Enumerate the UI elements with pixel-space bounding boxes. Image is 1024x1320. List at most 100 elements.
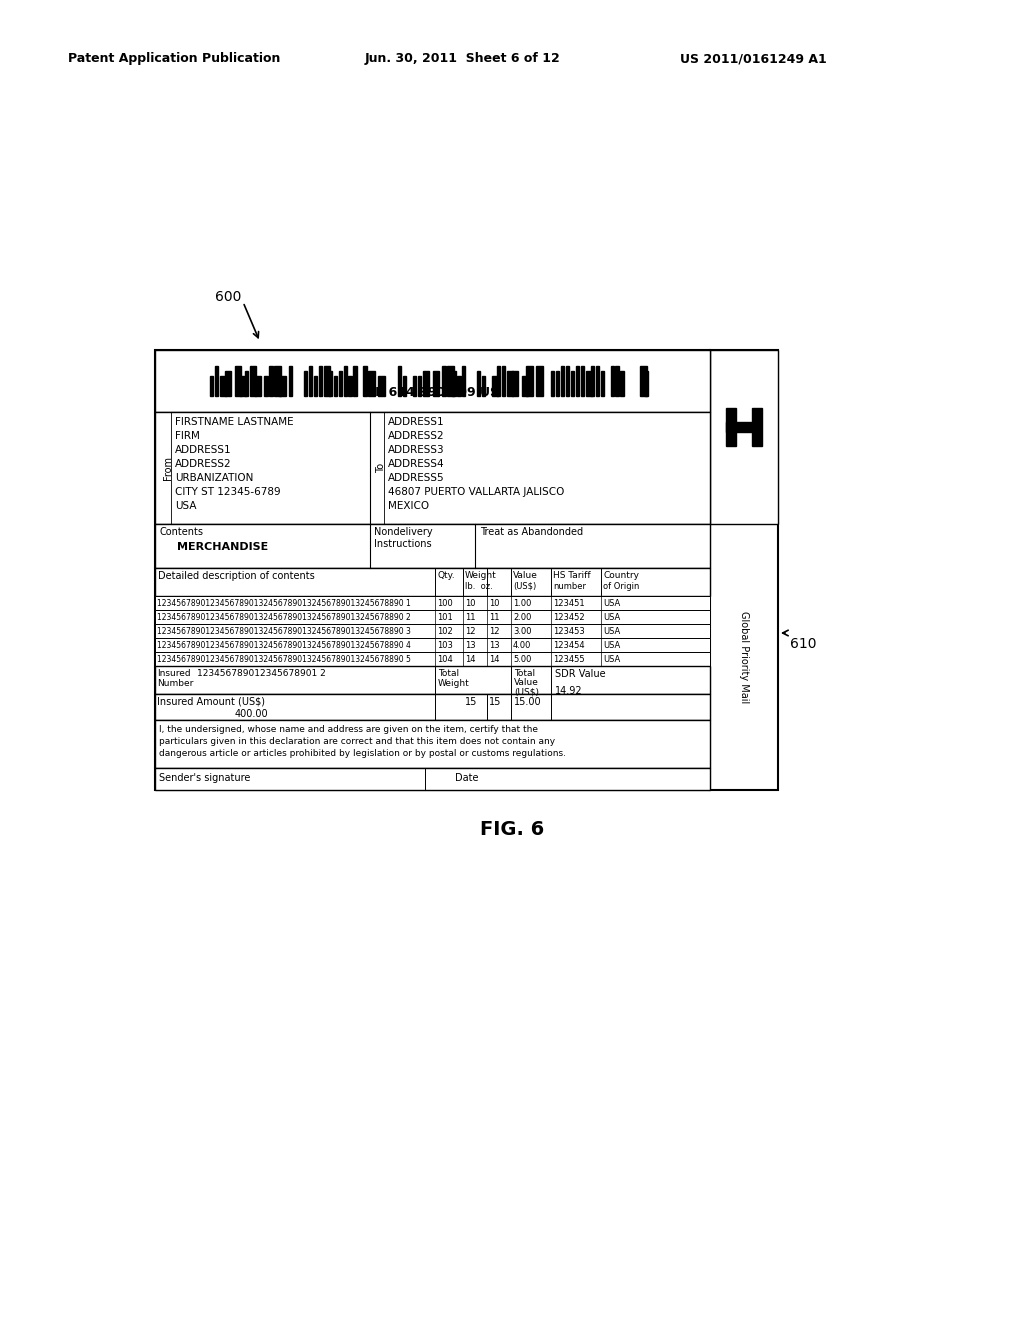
Text: From: From (163, 455, 173, 480)
Bar (155, 412, 710, 524)
Text: ADDRESS1: ADDRESS1 (175, 445, 231, 455)
Text: USA: USA (603, 612, 621, 622)
Text: ADDRESS5: ADDRESS5 (388, 473, 444, 483)
Bar (369, 371, 375, 396)
Bar (621, 371, 624, 396)
Bar (269, 366, 272, 396)
Text: US 2011/0161249 A1: US 2011/0161249 A1 (680, 51, 826, 65)
Text: Nondelivery: Nondelivery (374, 527, 432, 537)
Bar (561, 366, 564, 396)
Bar (324, 366, 331, 396)
Bar (432, 371, 439, 396)
Text: 5.00: 5.00 (513, 655, 531, 664)
Text: CITY ST 12345-6789: CITY ST 12345-6789 (175, 487, 281, 498)
Text: 123455: 123455 (553, 655, 585, 664)
Text: 123456789012345678901324567890132456789013245678890 2: 1234567890123456789013245678901324567890… (157, 612, 411, 622)
Bar (462, 366, 466, 396)
Bar (571, 371, 574, 396)
Text: Insured Amount (US$): Insured Amount (US$) (157, 697, 265, 708)
Bar (155, 610, 710, 624)
Bar (418, 376, 421, 396)
Text: 123454: 123454 (553, 642, 585, 649)
Bar (255, 376, 261, 396)
Bar (313, 376, 317, 396)
Text: 123453: 123453 (553, 627, 585, 636)
Bar (453, 371, 456, 396)
Bar (458, 376, 461, 396)
Text: 1.00: 1.00 (513, 599, 531, 609)
Bar (556, 371, 559, 396)
Bar (591, 366, 594, 396)
Text: USA: USA (603, 627, 621, 636)
Text: 12: 12 (465, 627, 475, 636)
Bar (334, 376, 337, 396)
Text: 123451: 123451 (553, 599, 585, 609)
Bar (378, 376, 385, 396)
Bar (155, 597, 710, 610)
Bar (442, 366, 445, 396)
Text: USA: USA (175, 502, 197, 511)
Bar (250, 366, 256, 396)
Bar (245, 371, 248, 396)
Text: 13: 13 (465, 642, 475, 649)
Bar (240, 376, 246, 396)
Text: (US$): (US$) (513, 582, 537, 591)
Text: FIG. 6: FIG. 6 (480, 820, 544, 840)
Text: Value: Value (514, 678, 539, 686)
Text: 104: 104 (437, 655, 453, 664)
Bar (586, 371, 592, 396)
Text: Jun. 30, 2011  Sheet 6 of 12: Jun. 30, 2011 Sheet 6 of 12 (365, 51, 561, 65)
Text: of Origin: of Origin (603, 582, 639, 591)
Text: Qty.: Qty. (437, 572, 455, 579)
Text: Global Priority Mail: Global Priority Mail (739, 611, 749, 704)
Bar (507, 371, 513, 396)
Text: 14.92: 14.92 (555, 686, 583, 696)
Bar (710, 350, 778, 789)
Bar (575, 366, 580, 396)
Bar (155, 638, 710, 652)
Bar (155, 568, 710, 597)
Bar (220, 376, 226, 396)
Bar (343, 366, 347, 396)
Bar (645, 371, 648, 396)
Text: 11: 11 (489, 612, 500, 622)
Bar (225, 371, 231, 396)
Bar (155, 350, 710, 789)
Text: Total: Total (438, 669, 459, 678)
Bar (497, 366, 500, 396)
Text: URBANIZATION: URBANIZATION (175, 473, 253, 483)
Text: HS Tariff: HS Tariff (553, 572, 591, 579)
Bar (423, 371, 429, 396)
Text: 46807 PUERTO VALLARTA JALISCO: 46807 PUERTO VALLARTA JALISCO (388, 487, 564, 498)
Text: 15: 15 (465, 697, 477, 708)
Text: 123456789012345678901324567890132456789013245678890 4: 1234567890123456789013245678901324567890… (157, 642, 411, 649)
Text: 2.00: 2.00 (513, 612, 531, 622)
Text: FIRM: FIRM (175, 432, 200, 441)
Bar (155, 768, 710, 789)
Bar (615, 366, 618, 396)
Bar (329, 371, 332, 396)
Bar (234, 366, 242, 396)
Text: 102: 102 (437, 627, 453, 636)
Bar (353, 366, 356, 396)
Text: lb.  oz.: lb. oz. (465, 582, 493, 591)
Bar (477, 371, 480, 396)
Text: 103: 103 (437, 642, 453, 649)
Text: Insured: Insured (157, 669, 190, 678)
Bar (155, 350, 710, 412)
Text: Weight: Weight (438, 678, 470, 688)
Bar (752, 408, 762, 446)
Text: 123456789012345678901324567890132456789013245678890 5: 1234567890123456789013245678901324567890… (157, 655, 411, 664)
Text: CP 614 990 009 US: CP 614 990 009 US (366, 385, 499, 399)
Text: 14: 14 (489, 655, 500, 664)
Bar (521, 376, 528, 396)
Text: Patent Application Publication: Patent Application Publication (68, 51, 281, 65)
Bar (155, 667, 710, 694)
Bar (526, 366, 534, 396)
Bar (726, 422, 760, 432)
Bar (447, 366, 454, 396)
Bar (537, 366, 543, 396)
Bar (398, 366, 401, 396)
Text: USA: USA (603, 642, 621, 649)
Bar (710, 350, 778, 524)
